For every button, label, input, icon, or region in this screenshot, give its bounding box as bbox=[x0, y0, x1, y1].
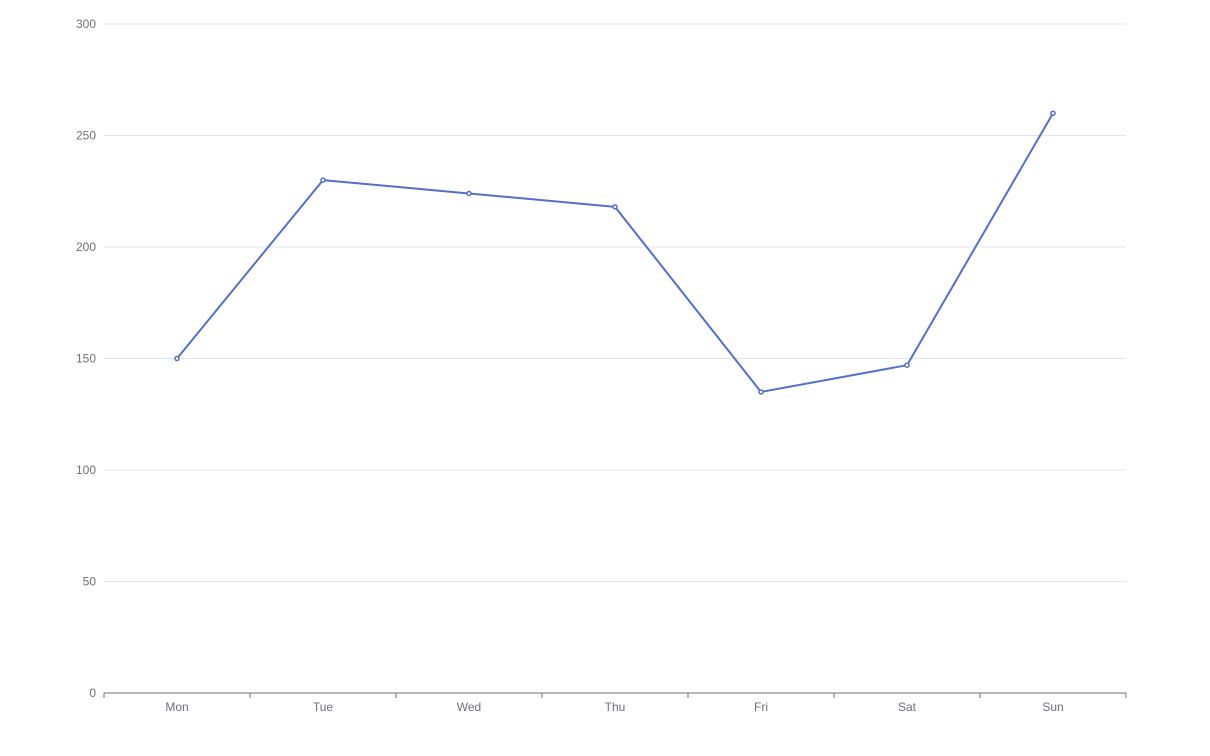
y-tick-label-50: 50 bbox=[83, 575, 97, 589]
x-tick-label-wed: Wed bbox=[457, 700, 481, 714]
y-tick-label-250: 250 bbox=[76, 129, 96, 143]
y-axis: 0 50 100 150 200 250 300 bbox=[76, 17, 96, 700]
x-axis: Mon Tue Wed Thu Fri Sat Sun bbox=[103, 692, 1127, 714]
x-tick-label-sun: Sun bbox=[1042, 700, 1063, 714]
x-tick-label-fri: Fri bbox=[754, 700, 768, 714]
y-tick-label-0: 0 bbox=[89, 686, 96, 700]
y-tick-label-300: 300 bbox=[76, 17, 96, 31]
data-point-fri[interactable] bbox=[758, 389, 764, 395]
y-tick-label-100: 100 bbox=[76, 463, 96, 477]
data-point-thu[interactable] bbox=[612, 204, 618, 210]
x-tick-label-tue: Tue bbox=[313, 700, 334, 714]
data-point-sat[interactable] bbox=[904, 362, 910, 368]
y-tick-label-150: 150 bbox=[76, 352, 96, 366]
x-tick-label-sat: Sat bbox=[898, 700, 917, 714]
data-point-wed[interactable] bbox=[466, 190, 472, 197]
data-point-sun[interactable] bbox=[1050, 110, 1056, 116]
x-tick-label-thu: Thu bbox=[605, 700, 626, 714]
data-point-tue[interactable] bbox=[320, 177, 326, 183]
series-layer bbox=[174, 110, 1056, 395]
y-tick-label-200: 200 bbox=[76, 240, 96, 254]
series-line-0 bbox=[176, 112, 1054, 393]
x-tick-label-mon: Mon bbox=[165, 700, 188, 714]
grid-lines bbox=[104, 23, 1126, 582]
data-point-mon[interactable] bbox=[174, 355, 180, 362]
